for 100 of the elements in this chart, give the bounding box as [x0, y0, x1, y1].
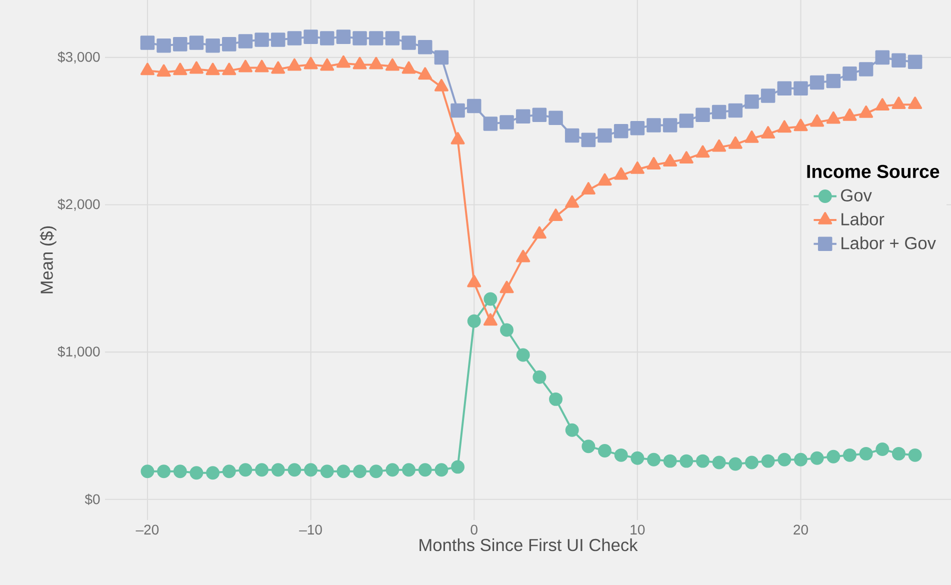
point [810, 451, 824, 465]
point [352, 56, 367, 70]
y-tick-label: $2,000 [58, 198, 100, 211]
point [662, 118, 678, 132]
point [304, 463, 318, 477]
point [646, 118, 661, 132]
point [140, 36, 155, 50]
point [157, 464, 171, 478]
point [483, 313, 498, 326]
point [892, 446, 906, 460]
point [614, 124, 628, 138]
point [483, 116, 498, 131]
point [598, 173, 612, 186]
point [450, 103, 465, 118]
point [190, 466, 204, 480]
point [189, 36, 204, 50]
point [908, 448, 922, 462]
point [516, 250, 530, 262]
point [778, 452, 792, 466]
legend-title: Income Source [807, 164, 940, 178]
point [222, 464, 236, 478]
point [663, 454, 677, 468]
point [826, 111, 840, 124]
point [287, 58, 302, 71]
point [353, 464, 367, 478]
point [206, 466, 220, 480]
point [532, 370, 546, 384]
x-axis-title: Months Since First UI Check [420, 538, 638, 552]
point [794, 81, 808, 96]
point [467, 314, 481, 328]
point [189, 61, 204, 74]
point [875, 98, 890, 111]
point [320, 58, 334, 71]
point [368, 31, 384, 46]
point [288, 463, 302, 477]
x-tick-label: 20 [794, 524, 808, 535]
point [565, 423, 579, 437]
point [320, 31, 334, 46]
point [760, 88, 776, 103]
point [761, 454, 775, 468]
point [434, 50, 449, 65]
point [548, 208, 563, 221]
point [254, 60, 269, 72]
legend-label: Labor + Gov [842, 236, 936, 250]
point [859, 105, 874, 118]
legend-label: Labor [842, 212, 884, 226]
point [238, 60, 252, 72]
point [582, 440, 596, 454]
y-tick-label: $0 [84, 494, 100, 506]
point [892, 96, 906, 110]
point [484, 292, 498, 306]
y-tick-label: $3,000 [58, 51, 100, 64]
point [287, 31, 302, 46]
point [206, 38, 220, 53]
point [581, 182, 596, 194]
point [140, 62, 154, 76]
point [679, 114, 694, 128]
point [238, 463, 252, 477]
point [255, 463, 269, 477]
point [826, 450, 840, 464]
point [777, 81, 792, 96]
point [467, 274, 482, 288]
point [646, 157, 661, 170]
point [173, 37, 188, 52]
point [304, 56, 318, 70]
point [728, 136, 742, 149]
point [744, 94, 759, 109]
point [270, 32, 286, 47]
point [908, 96, 922, 110]
point [271, 61, 286, 74]
point [876, 442, 890, 456]
point [385, 31, 400, 46]
point [516, 109, 530, 124]
point [206, 62, 220, 76]
point [875, 50, 890, 65]
point [712, 139, 726, 152]
point [842, 108, 857, 121]
point [598, 128, 612, 143]
point [222, 37, 236, 52]
point [173, 62, 188, 76]
point [842, 66, 857, 81]
point [777, 120, 792, 133]
point [532, 226, 546, 239]
y-axis-title: Mean ($) [40, 226, 56, 294]
point [564, 128, 580, 143]
point [500, 323, 514, 337]
point [598, 444, 612, 458]
point [451, 460, 465, 474]
point [173, 464, 187, 478]
point [386, 463, 400, 477]
point [843, 448, 856, 462]
point [745, 456, 758, 470]
point [679, 151, 694, 164]
point [500, 115, 514, 130]
point [728, 457, 742, 471]
point [859, 446, 873, 460]
point [614, 167, 628, 180]
point [434, 78, 448, 92]
point [712, 456, 726, 470]
x-tick-label: –10 [299, 524, 322, 535]
